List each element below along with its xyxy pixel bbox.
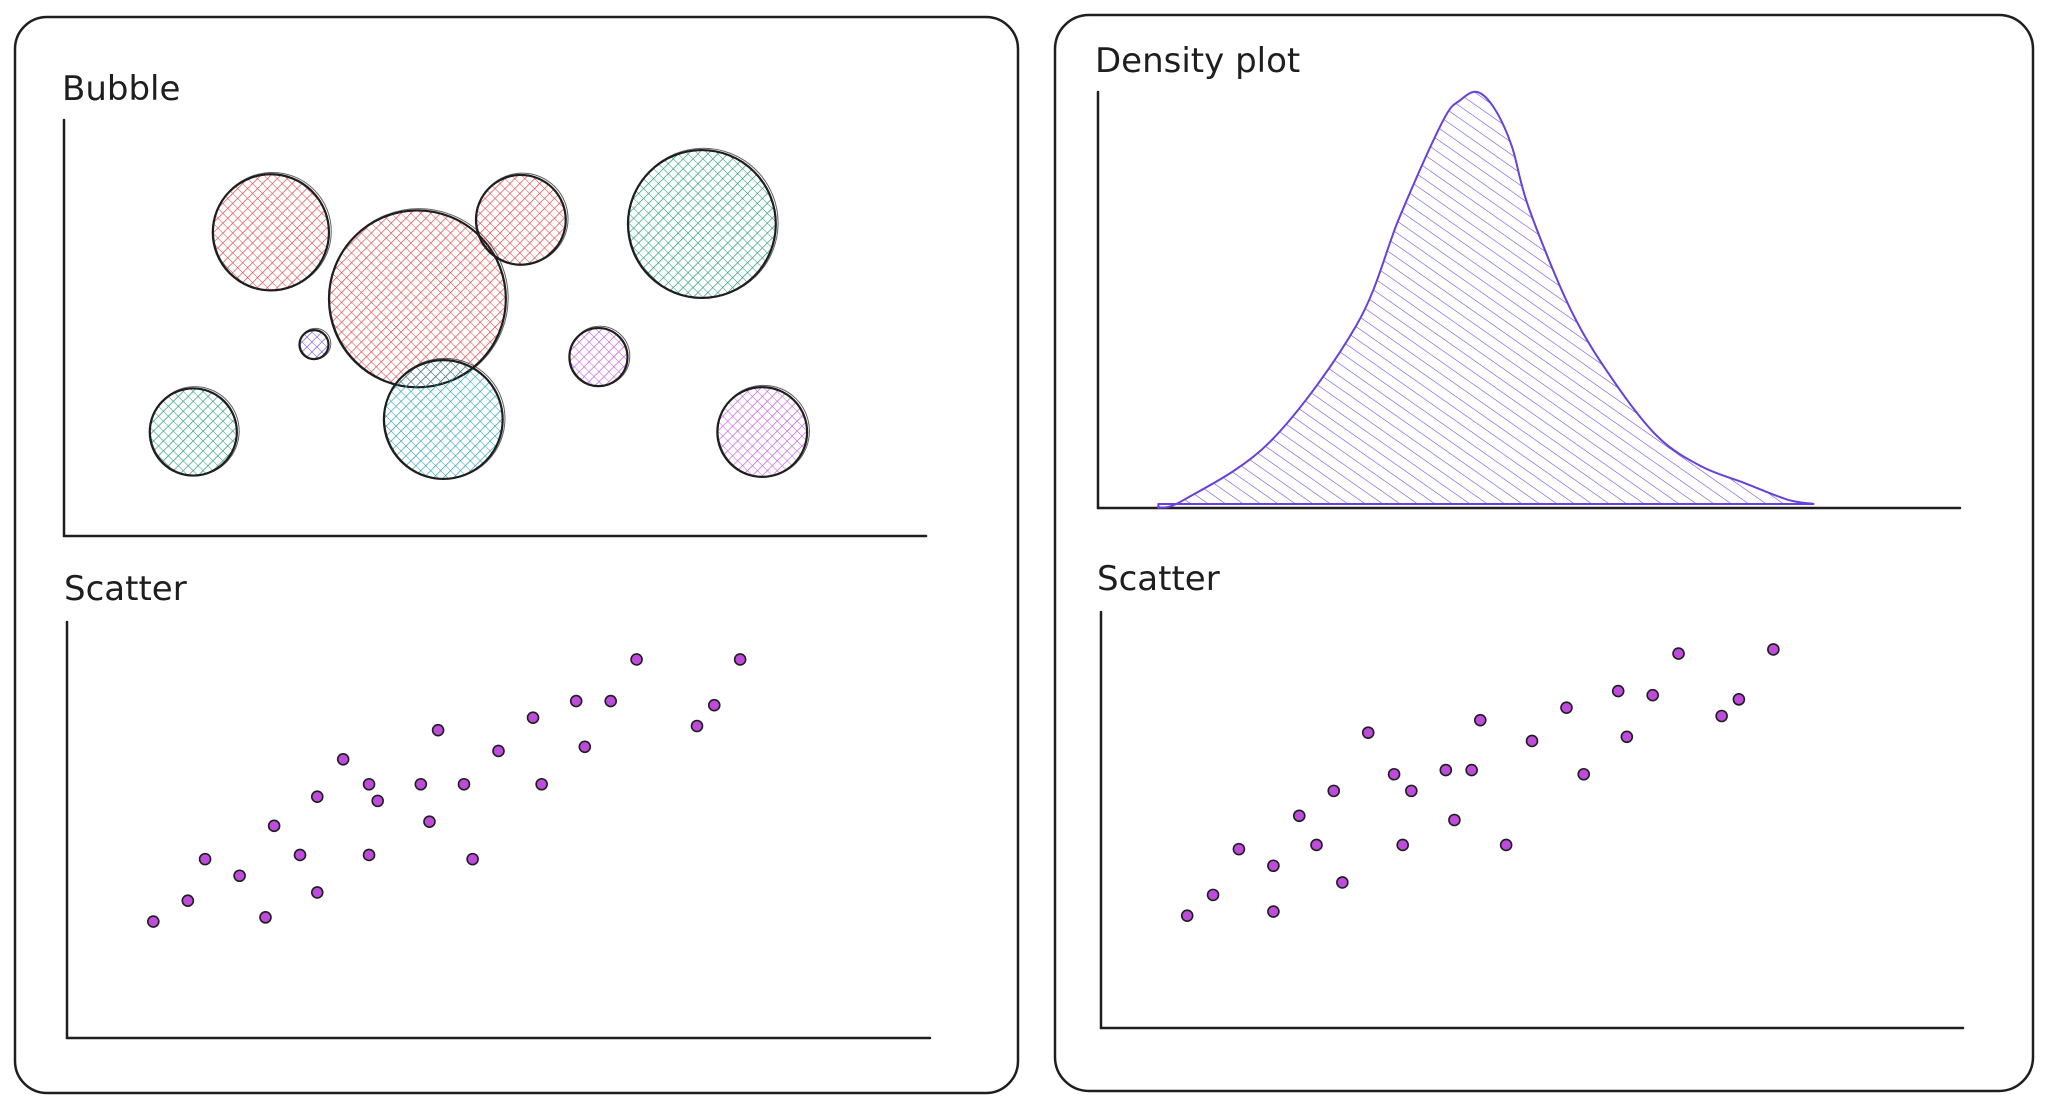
density-chart: Density plot <box>1095 41 1962 510</box>
scatter-point-1-8 <box>310 790 324 804</box>
scatter-point-3-23 <box>1646 688 1659 702</box>
density-chart-title: Density plot <box>1095 41 1300 81</box>
scatter-point-3-13 <box>1439 763 1453 777</box>
scatter-point-3-16 <box>1473 713 1487 727</box>
bubble-point-outline-0 <box>213 171 332 291</box>
right-scatter-chart: Scatter <box>1097 559 1965 1030</box>
scatter-point-1-1 <box>181 894 195 908</box>
scatter-point-3-1 <box>1206 888 1220 902</box>
bubble-chart: Bubble <box>62 69 928 538</box>
scatter-point-1-0 <box>147 915 160 928</box>
scatter-point-3-17 <box>1499 838 1513 852</box>
scatter-point-3-2 <box>1232 842 1246 856</box>
scatter-point-3-12 <box>1405 784 1418 798</box>
scatter-point-1-10 <box>362 777 376 791</box>
scatter-point-3-10 <box>1387 767 1401 781</box>
right-scatter-title: Scatter <box>1097 559 1220 599</box>
bubble-point-outline-4 <box>299 327 332 360</box>
scatter-point-3-24 <box>1672 647 1685 660</box>
scatter-point-3-27 <box>1767 643 1780 656</box>
scatter-point-1-3 <box>233 869 246 883</box>
bubble-point-outline-3 <box>628 147 779 299</box>
scatter-point-1-2 <box>198 852 212 866</box>
scatter-point-3-14 <box>1448 813 1461 827</box>
scatter-point-3-6 <box>1310 838 1323 852</box>
left-scatter-title: Scatter <box>64 569 187 609</box>
scatter-point-1-5 <box>267 819 281 833</box>
scatter-point-3-18 <box>1525 734 1539 748</box>
right-panel-frame <box>1053 13 2035 1093</box>
scatter-point-1-13 <box>414 777 428 791</box>
bubble-point-outline-7 <box>384 357 506 480</box>
scatter-point-3-11 <box>1396 838 1409 852</box>
scatter-point-3-15 <box>1465 763 1478 777</box>
scatter-point-1-23 <box>604 694 617 708</box>
scatter-point-3-20 <box>1577 767 1591 781</box>
density-curve <box>1157 90 1815 509</box>
scatter-point-1-20 <box>535 777 548 791</box>
scatter-point-1-12 <box>371 794 384 808</box>
scatter-point-3-8 <box>1336 876 1349 889</box>
scatter-point-3-21 <box>1611 684 1625 698</box>
bubble-point-outline-6 <box>149 386 240 476</box>
scatter-point-3-3 <box>1267 905 1280 918</box>
scatter-point-1-11 <box>362 848 376 862</box>
scatter-point-1-19 <box>526 711 540 724</box>
scatter-point-1-4 <box>259 911 272 924</box>
scatter-point-1-9 <box>336 752 350 766</box>
scatter-point-1-21 <box>569 694 583 708</box>
scatter-point-3-25 <box>1715 709 1728 723</box>
bubble-point-outline-5 <box>569 325 631 387</box>
scatter-point-1-15 <box>431 723 445 737</box>
scatter-point-1-26 <box>707 698 721 712</box>
scatter-point-3-7 <box>1327 784 1341 798</box>
scatter-point-1-6 <box>293 848 307 862</box>
scatter-point-3-5 <box>1292 809 1306 823</box>
scatter-point-3-26 <box>1732 693 1746 706</box>
scatter-point-3-4 <box>1267 859 1280 873</box>
scatter-point-1-7 <box>310 886 324 899</box>
scatter-point-1-22 <box>578 740 592 754</box>
bubble-point-8 <box>716 386 809 478</box>
left-scatter-chart: Scatter <box>64 569 932 1040</box>
scatter-point-1-18 <box>492 744 505 758</box>
bubble-chart-title: Bubble <box>62 69 180 109</box>
bubble-point-outline-2 <box>476 172 569 266</box>
left-panel-frame <box>13 15 1020 1095</box>
scatter-point-1-17 <box>466 852 479 866</box>
scatter-point-3-0 <box>1180 909 1194 922</box>
scatter-point-3-9 <box>1361 726 1375 739</box>
scatter-point-1-16 <box>457 777 471 791</box>
scatter-point-1-14 <box>423 815 436 828</box>
scatter-point-3-19 <box>1560 701 1573 714</box>
scatter-point-1-27 <box>733 653 747 666</box>
scatter-point-3-22 <box>1620 730 1634 744</box>
bubble-point-2 <box>474 173 567 266</box>
density-area-fill <box>1158 91 1814 508</box>
bubble-point-outline-8 <box>717 384 810 478</box>
bubble-point-6 <box>148 387 238 477</box>
bubble-point-5 <box>568 326 629 388</box>
scatter-point-1-24 <box>630 653 643 666</box>
scatter-point-1-25 <box>690 719 704 733</box>
